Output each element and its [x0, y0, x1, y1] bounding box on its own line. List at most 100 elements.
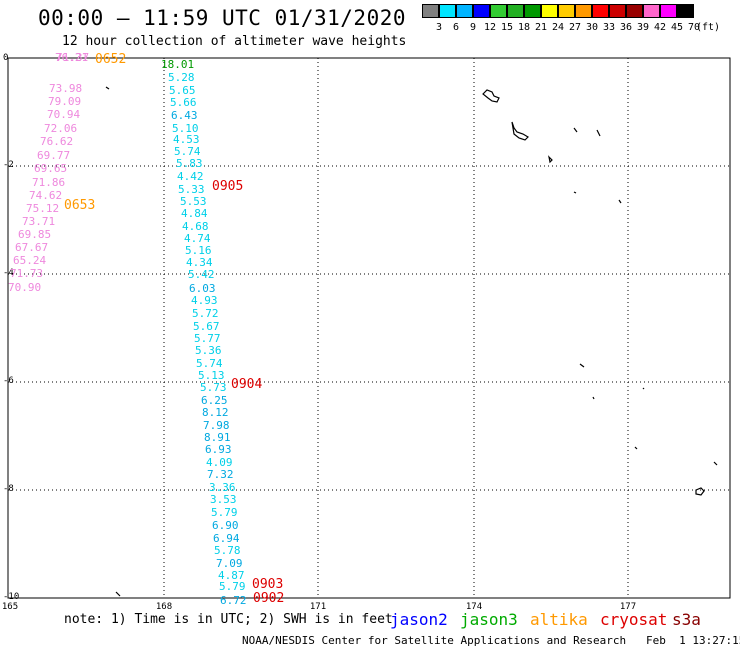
swh-value-jason3: 5.65	[169, 84, 196, 97]
swh-value-jason3: 4.09	[206, 456, 233, 469]
swh-value-jason3: 6.93	[205, 443, 232, 456]
swh-value-jason3: 6.72	[220, 594, 247, 607]
colorbar-label: 24	[551, 22, 565, 33]
swh-value-altika: 71.86	[32, 176, 66, 189]
colorbar-swatch	[558, 4, 575, 18]
swh-value-altika: 69.65	[34, 162, 68, 175]
colorbar-label: 42	[653, 22, 667, 33]
swh-value-altika: 76.21	[55, 51, 89, 64]
y-axis-tick-label: -8	[3, 484, 14, 494]
swh-value-jason3: 5.74	[196, 357, 223, 370]
swh-value-jason3: 8.12	[202, 406, 229, 419]
swh-value-jason3: 6.25	[201, 394, 228, 407]
swh-value-jason3: 4.93	[191, 294, 218, 307]
swh-value-jason3: 8.91	[204, 431, 231, 444]
island-shape	[695, 487, 705, 496]
x-axis-tick-label: 177	[619, 602, 637, 612]
island-shape	[592, 396, 595, 400]
swh-value-jason3: 4.68	[182, 220, 209, 233]
pass-label-cryosat: 0903	[252, 577, 284, 592]
swh-value-altika: 69.85	[18, 228, 52, 241]
island-shape	[548, 155, 553, 164]
map-grid	[8, 58, 730, 598]
swh-value-jason3: 3.36	[209, 481, 236, 494]
swh-value-altika: 72.06	[44, 122, 78, 135]
swh-value-jason3: 4.74	[184, 232, 211, 245]
island-shape	[642, 387, 645, 390]
colorbar-swatch	[660, 4, 677, 18]
swh-value-jason3: 6.94	[213, 532, 240, 545]
y-axis-tick-label: -2	[3, 160, 14, 170]
swh-value-jason3: 5.53	[180, 195, 207, 208]
swh-value-jason3: 4.42	[177, 170, 204, 183]
legend-entry-jason2: jason2	[390, 610, 448, 629]
swh-value-altika: 79.09	[48, 95, 82, 108]
legend-entry-altika: altika	[530, 610, 588, 629]
island-outlines	[105, 86, 718, 597]
island-shape	[573, 127, 578, 133]
swh-value-jason3: 7.98	[203, 419, 230, 432]
pass-label-altika: 0653	[64, 198, 96, 213]
colorbar-swatch	[490, 4, 507, 18]
map-title: 00:00 – 11:59 UTC 01/31/2020	[38, 6, 407, 30]
y-axis-tick-label: -4	[3, 268, 14, 278]
swh-value-altika: 70.94	[47, 108, 81, 121]
swh-value-jason3: 5.74	[174, 145, 201, 158]
colorbar-swatch	[439, 4, 456, 18]
island-shape	[634, 446, 638, 450]
swh-value-jason3: 5.72	[192, 307, 219, 320]
colorbar-swatch	[643, 4, 660, 18]
swh-value-altika: 73.71	[22, 215, 56, 228]
island-shape	[511, 121, 529, 141]
colorbar-label: 33	[602, 22, 616, 33]
colorbar-label: 12	[483, 22, 497, 33]
swh-value-jason3: 5.79	[211, 506, 238, 519]
colorbar-swatch	[626, 4, 643, 18]
pass-label-cryosat: 0905	[212, 179, 244, 194]
swh-value-jason3: 6.03	[189, 282, 216, 295]
colorbar-label: 36	[619, 22, 633, 33]
pass-label-cryosat: 0904	[231, 377, 263, 392]
colorbar-swatch	[677, 4, 694, 18]
swh-value-altika: 75.12	[26, 202, 60, 215]
island-shape	[579, 363, 585, 368]
swh-value-altika: 65.24	[13, 254, 47, 267]
swh-value-jason3: 5.33	[178, 183, 205, 196]
swh-value-jason3: 5.73	[200, 381, 227, 394]
swh-value-jason3: 6.43	[171, 109, 198, 122]
swh-value-jason3: 5.10	[172, 122, 199, 135]
swh-value-jason3: 5.79	[219, 580, 246, 593]
swh-value-jason3: 5.78	[214, 544, 241, 557]
swh-value-altika: 67.67	[15, 241, 49, 254]
x-axis-tick-label: 171	[309, 602, 327, 612]
pass-label-altika: 0652	[95, 52, 127, 67]
map-border	[7, 57, 731, 599]
swh-value-altika: 71.73	[10, 267, 44, 280]
colorbar-label: 27	[568, 22, 582, 33]
swh-value-jason3: 5.83	[176, 157, 203, 170]
colorbar-label: 39	[636, 22, 650, 33]
swh-value-jason3: 5.28	[168, 71, 195, 84]
colorbar-label: 3	[435, 22, 443, 33]
swh-value-jason3: 4.53	[173, 133, 200, 146]
colorbar-swatch	[592, 4, 609, 18]
colorbar-swatch	[609, 4, 626, 18]
swh-value-jason3: 7.32	[207, 468, 234, 481]
island-shape	[618, 199, 622, 204]
colorbar-swatch	[456, 4, 473, 18]
swh-value-jason3: 3.53	[210, 493, 237, 506]
swh-value-jason3: 4.87	[218, 569, 245, 582]
swh-value-jason3: 5.42	[188, 268, 215, 281]
swh-value-jason3: 5.67	[193, 320, 220, 333]
y-axis-tick-label: 0	[3, 53, 9, 63]
x-axis-tick-label: 165	[1, 602, 19, 612]
colorbar-swatch	[541, 4, 558, 18]
colorbar-swatch	[524, 4, 541, 18]
island-shape	[596, 129, 601, 137]
swh-value-jason3: 18.01	[161, 58, 195, 71]
colorbar-label: 70	[687, 22, 701, 33]
swh-value-jason3: 5.36	[195, 344, 222, 357]
island-shape	[115, 591, 121, 597]
